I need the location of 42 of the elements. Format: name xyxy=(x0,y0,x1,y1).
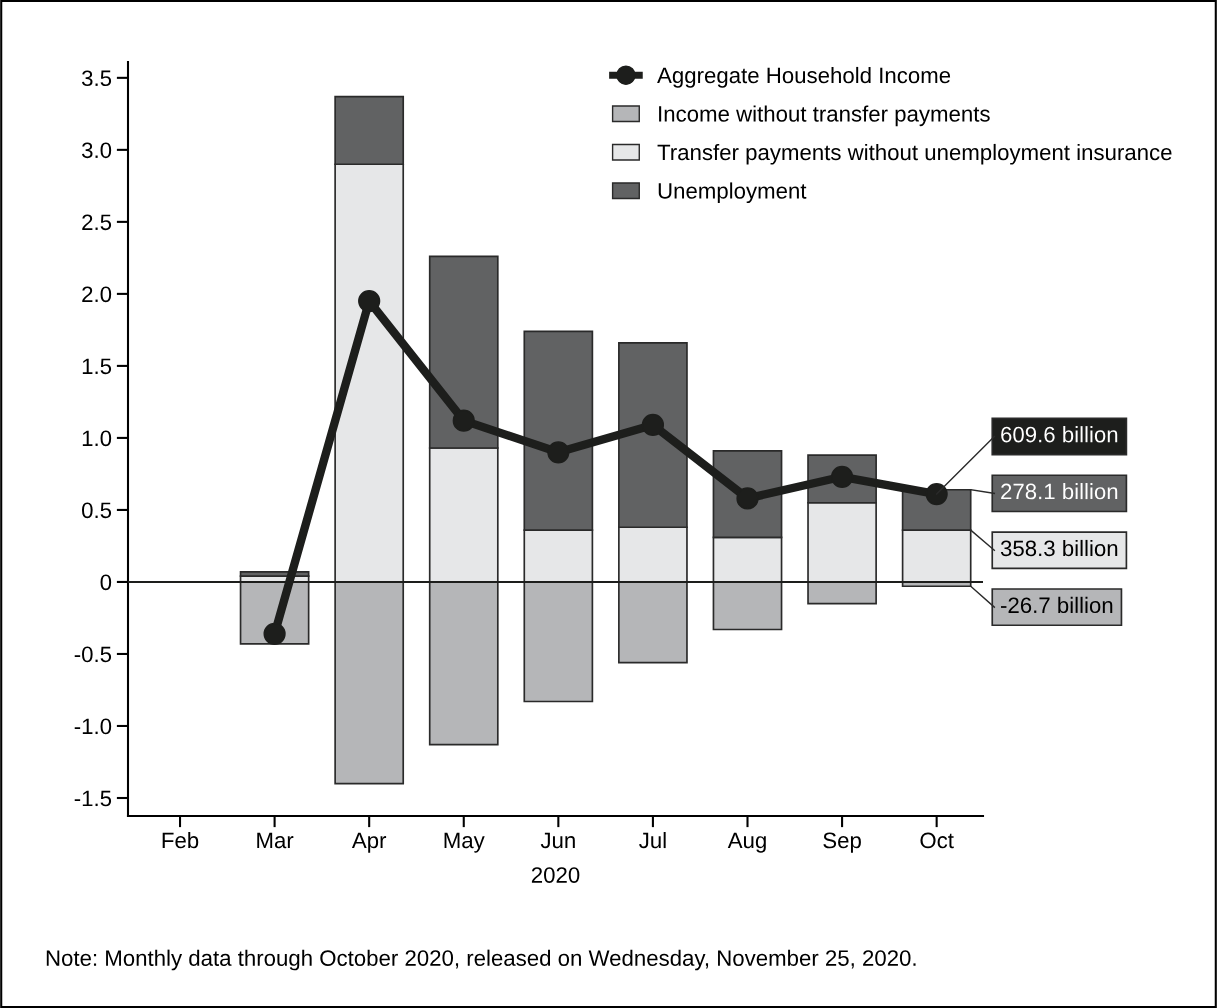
x-tick-label: May xyxy=(444,832,485,853)
annotation: -26.7 billion xyxy=(1001,596,1113,614)
x-axis-title: 2020 xyxy=(531,867,580,883)
x-tick-label: Mar xyxy=(257,832,294,849)
x-tick-label: Feb xyxy=(162,831,199,849)
y-tick-label: 0.5 xyxy=(82,502,112,519)
x-tick-label: Sep xyxy=(823,832,861,853)
point xyxy=(925,482,948,506)
y-tick-label: -1.5 xyxy=(74,790,112,807)
x-tick-label: Aug xyxy=(727,832,766,853)
text: Note: Monthly data through October 2020, released on Wednesday, November 25, 2020. xyxy=(46,949,916,971)
bar xyxy=(334,581,405,785)
y-tick-label: 1.5 xyxy=(82,358,112,375)
y-tick-label: 3.0 xyxy=(81,142,112,159)
bar xyxy=(523,581,594,703)
point xyxy=(452,409,475,432)
y-tick-label: 1.0 xyxy=(82,430,112,447)
bar xyxy=(807,581,877,605)
legend-label: Transfer payments without unemployment insurance xyxy=(657,143,1172,165)
legend-label: Aggregate Household Income xyxy=(657,66,951,88)
point xyxy=(641,413,665,437)
point xyxy=(547,441,570,464)
y-tick-label: 2.5 xyxy=(82,214,112,231)
bar xyxy=(428,581,499,746)
legend-label: Unemployment xyxy=(658,182,807,204)
point xyxy=(263,622,286,645)
annotation: 358.3 billion xyxy=(1000,539,1118,557)
annotation: 278.1 billion xyxy=(1001,483,1118,500)
bar xyxy=(618,581,688,664)
point xyxy=(358,289,381,313)
x-tick-label: Apr xyxy=(351,832,387,853)
y-tick-label: -0.5 xyxy=(74,646,112,663)
legend-label: Income without transfer payments xyxy=(659,105,990,127)
y-tick-label: 2.0 xyxy=(82,286,112,303)
y-tick-label: 0 xyxy=(100,574,112,591)
x-tick-label: Oct xyxy=(920,832,954,849)
y-tick-label: -1.0 xyxy=(74,718,112,735)
x-tick-label: Jun xyxy=(540,832,575,849)
y-tick-label: 3.5 xyxy=(81,70,112,87)
annotation: 609.6 billion xyxy=(1001,426,1118,443)
x-tick-label: Jul xyxy=(639,831,666,849)
bar xyxy=(712,581,783,631)
